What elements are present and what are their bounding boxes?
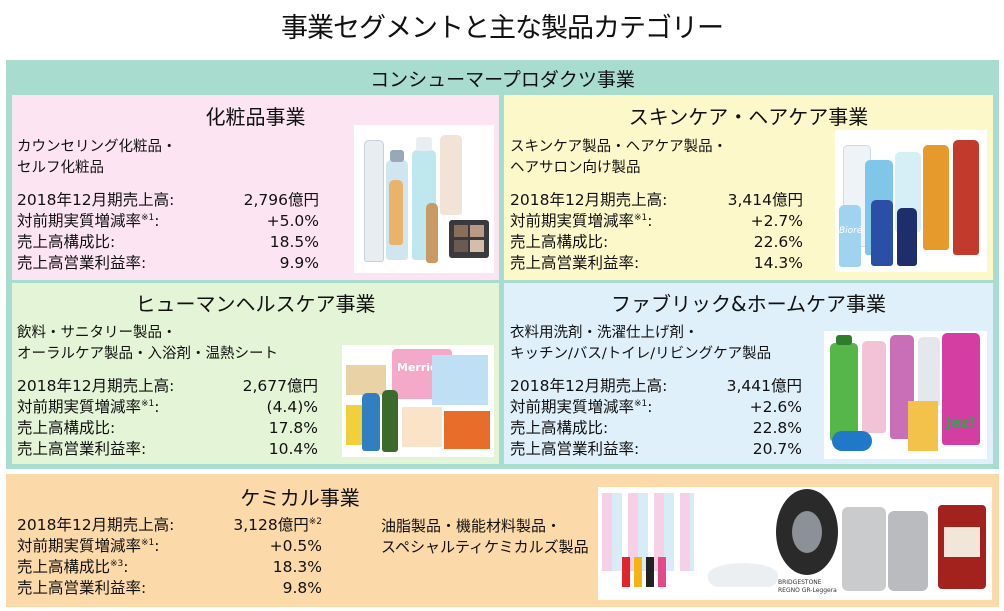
chemical-segment: ケミカル事業 2018年12月期売上高: 3,128億円※2 対前期実質増減率※1…: [6, 474, 999, 607]
chemical-product-photo: BRIDGESTONE REGNO GR-Leggera: [598, 487, 992, 600]
chemical-categories: 油脂製品・機能材料製品・ スペシャルティケミカルズ製品: [381, 517, 589, 556]
human-healthcare-segment: ヒューマンヘルスケア事業 飲料・サニタリー製品・ オーラルケア製品・入浴剤・温熱…: [12, 283, 499, 464]
human-healthcare-categories: 飲料・サニタリー製品・ オーラルケア製品・入浴剤・温熱シート: [17, 325, 278, 362]
cosmetics-title: 化粧品事業: [205, 105, 306, 129]
human-healthcare-stats: 2018年12月期売上高: 2,677億円 対前期実質増減率※1: (4.4)% 売…: [17, 376, 318, 460]
stat-row: 対前期実質増減率※1: (4.4)%: [17, 398, 318, 416]
fabric-homecare-stats: 2018年12月期売上高: 3,441億円 対前期実質増減率※1: +2.6% 売上…: [510, 376, 802, 460]
stat-row: 2018年12月期売上高: 3,414億円: [510, 191, 803, 209]
stat-row: 2018年12月期売上高: 2,796億円: [17, 191, 319, 209]
human-healthcare-product-photo: Merries: [342, 345, 494, 457]
fabric-homecare-product-photo: Jaz!: [824, 331, 987, 459]
skincare-haircare-categories: スキンケア製品・ヘアケア製品・ ヘアサロン向け製品: [510, 139, 728, 176]
biore-label: Bioré: [839, 226, 863, 236]
stat-row: 売上高営業利益率: 10.4%: [17, 440, 318, 458]
cosmetics-stats: 2018年12月期売上高: 2,796億円 対前期実質増減率※1: +5.0% 売上…: [17, 190, 319, 274]
stat-row: 売上高構成比※3: 18.3%: [17, 558, 322, 576]
stat-row: 売上高構成比: 18.5%: [17, 233, 319, 251]
fabric-homecare-categories: 衣料用洗剤・洗濯仕上げ剤・ キッチン/バス/トイレ/リビングケア製品: [510, 325, 772, 362]
stat-row: 対前期実質増減率※1: +5.0%: [17, 212, 319, 230]
consumer-products-heading: コンシューマープロダクツ事業: [370, 69, 635, 91]
stat-row: 対前期実質増減率※1: +0.5%: [17, 537, 322, 555]
cosmetics-product-photo: [354, 125, 494, 273]
skincare-haircare-title: スキンケア・ヘアケア事業: [628, 105, 869, 129]
stat-row: 売上高営業利益率: 14.3%: [510, 254, 803, 272]
page-title: 事業セグメントと主な製品カテゴリー: [281, 13, 724, 44]
human-healthcare-title: ヒューマンヘルスケア事業: [135, 292, 376, 316]
tire-label: BRIDGESTONE REGNO GR-Leggera: [778, 579, 837, 594]
stat-row: 2018年12月期売上高: 3,128億円※2: [17, 516, 322, 534]
skincare-haircare-product-photo: Bioré: [835, 130, 987, 272]
chemical-stats: 2018年12月期売上高: 3,128億円※2 対前期実質増減率※1: +0.5% …: [17, 515, 322, 599]
stat-row: 対前期実質増減率※1: +2.6%: [510, 398, 802, 416]
stat-row: 売上高構成比: 22.6%: [510, 233, 803, 251]
skincare-haircare-segment: スキンケア・ヘアケア事業 スキンケア製品・ヘアケア製品・ ヘアサロン向け製品 2…: [504, 95, 993, 280]
cosmetics-segment: 化粧品事業 カウンセリング化粧品・ セルフ化粧品 2018年12月期売上高: 2,…: [12, 95, 499, 280]
stat-row: 2018年12月期売上高: 3,441億円: [510, 377, 802, 395]
fabric-homecare-segment: ファブリック&ホームケア事業 衣料用洗剤・洗濯仕上げ剤・ キッチン/バス/トイレ…: [504, 283, 993, 464]
consumer-products-section: コンシューマープロダクツ事業 化粧品事業 カウンセリング化粧品・ セルフ化粧品 …: [6, 60, 999, 469]
stat-row: 売上高営業利益率: 9.9%: [17, 254, 319, 272]
stat-row: 2018年12月期売上高: 2,677億円: [17, 377, 318, 395]
stat-row: 売上高構成比: 17.8%: [17, 419, 318, 437]
skincare-haircare-stats: 2018年12月期売上高: 3,414億円 対前期実質増減率※1: +2.7% 売上…: [510, 190, 803, 274]
stat-row: 対前期実質増減率※1: +2.7%: [510, 212, 803, 230]
stat-row: 売上高構成比: 22.8%: [510, 419, 802, 437]
cosmetics-categories: カウンセリング化粧品・ セルフ化粧品: [17, 139, 177, 176]
fabric-homecare-title: ファブリック&ホームケア事業: [611, 292, 886, 316]
stat-row: 売上高営業利益率: 9.8%: [17, 579, 322, 597]
stat-row: 売上高営業利益率: 20.7%: [510, 440, 802, 458]
jaz-label: Jaz!: [946, 415, 976, 431]
chemical-title: ケミカル事業: [240, 486, 360, 510]
